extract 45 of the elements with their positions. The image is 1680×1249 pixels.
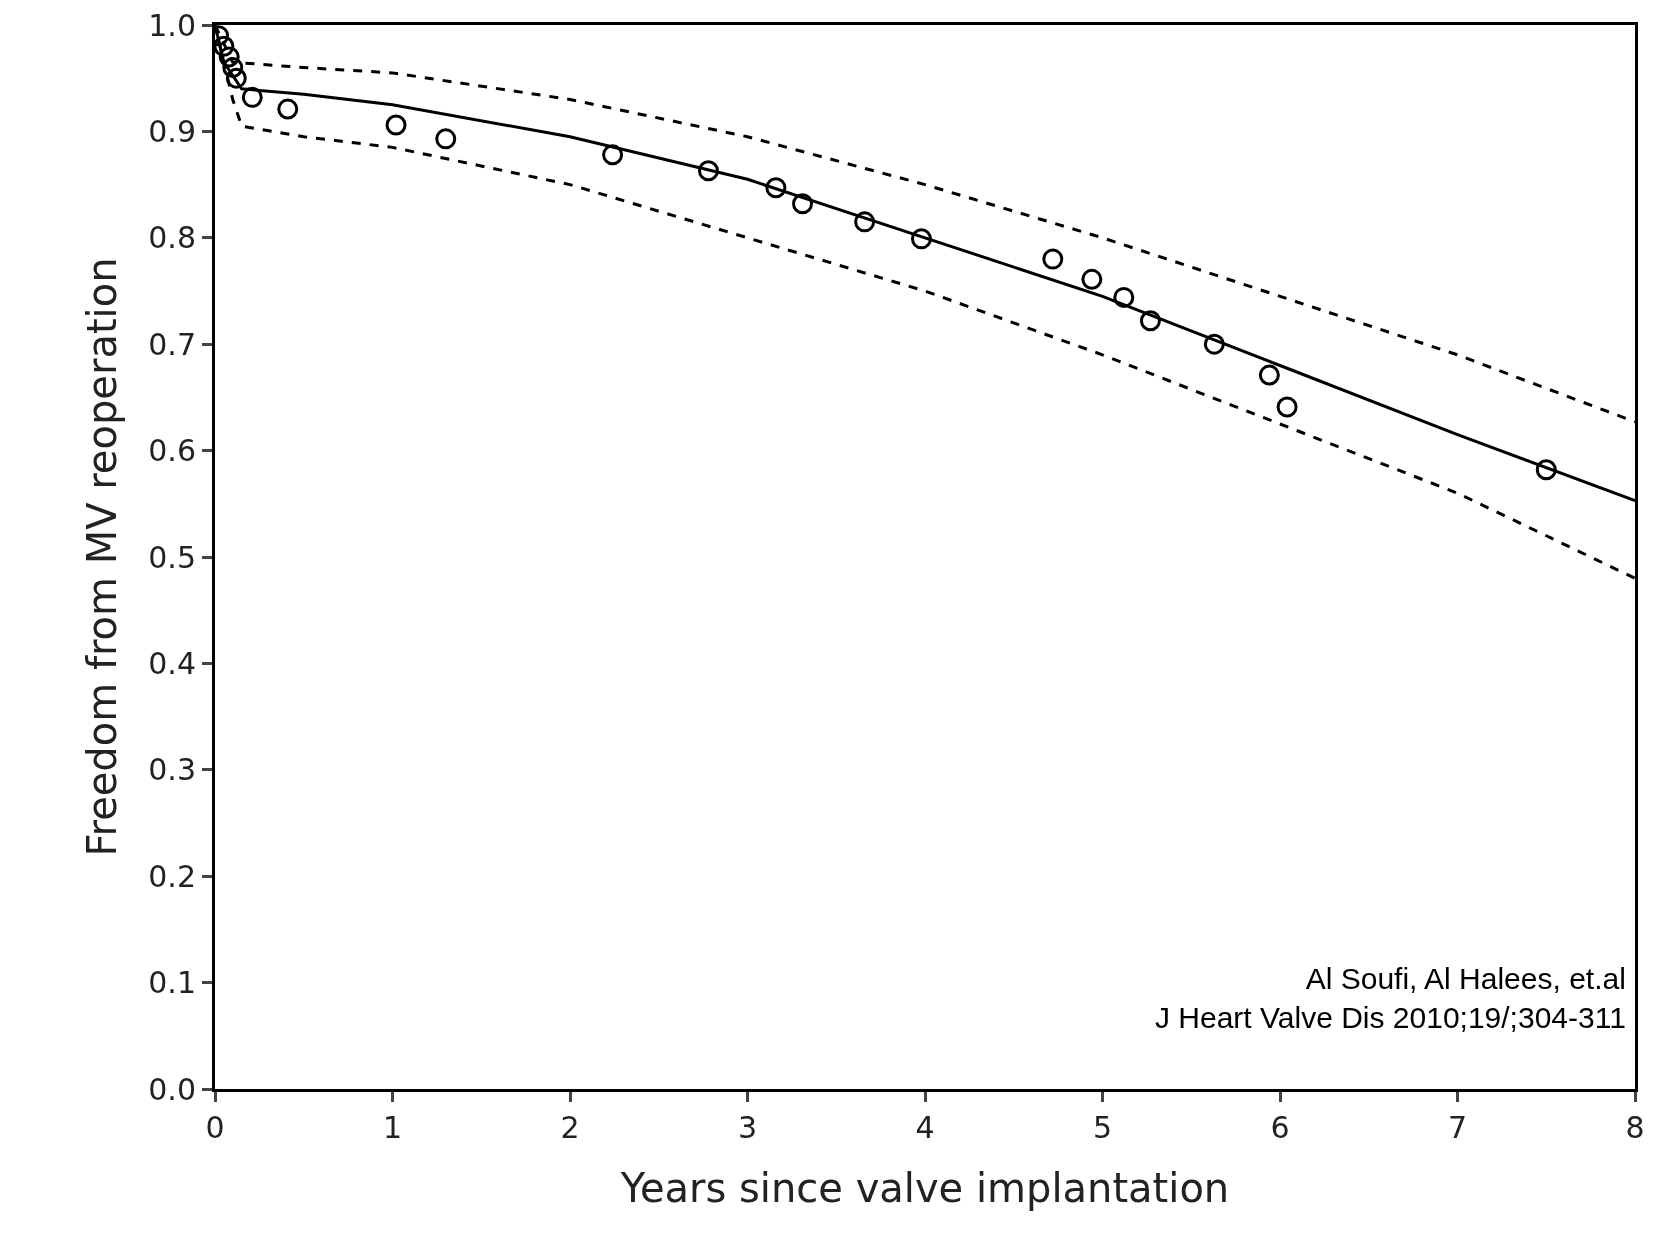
point — [1081, 268, 1103, 290]
x-tick-label: 3 — [737, 1110, 758, 1145]
y-tick-label: 0.2 — [148, 858, 196, 894]
y-tick-label: 0.7 — [148, 326, 196, 362]
point — [765, 177, 787, 199]
y-tick-label: 1.0 — [148, 7, 196, 43]
point — [602, 144, 624, 166]
annotation: Al Soufi, Al Halees, et.al J Heart Valve Dis 2010;19/;304-311 — [1155, 962, 1626, 1034]
point — [910, 228, 932, 250]
point — [1139, 310, 1161, 332]
point — [241, 86, 263, 108]
y-tick-label: 0.6 — [148, 433, 196, 469]
point — [218, 46, 240, 68]
x-tick-label: 8 — [1625, 1110, 1645, 1145]
point — [435, 128, 457, 150]
point — [1535, 459, 1557, 481]
point — [1258, 364, 1280, 386]
x-tick-label: 0 — [205, 1110, 225, 1145]
x-axis-title: Years since valve implantation — [619, 1164, 1230, 1211]
point — [1203, 333, 1225, 355]
x-tick-label: 6 — [1270, 1110, 1290, 1145]
point — [215, 35, 235, 57]
point — [1042, 248, 1064, 270]
x-tick-label: 7 — [1447, 1110, 1468, 1145]
y-axis-title: Freedom from MV reoperation — [78, 257, 125, 857]
x-tick-label: 1 — [382, 1110, 403, 1145]
point — [222, 57, 244, 79]
x-tick-label: 4 — [915, 1110, 935, 1145]
y-tick-label: 0.4 — [148, 645, 196, 681]
point — [697, 160, 719, 182]
point — [792, 193, 814, 215]
point — [1276, 396, 1298, 418]
x-tick-label: 2 — [560, 1110, 580, 1145]
point — [385, 114, 407, 136]
y-tick-label: 0.0 — [148, 1071, 196, 1107]
point — [277, 98, 299, 120]
y-tick-label: 0.5 — [148, 539, 196, 575]
y-tick-label: 0.8 — [148, 220, 196, 256]
y-tick-label: 0.9 — [148, 113, 196, 149]
point — [854, 211, 876, 233]
point — [1113, 286, 1135, 308]
x-tick-label: 5 — [1092, 1110, 1113, 1145]
y-tick-label: 0.1 — [148, 965, 196, 1001]
point — [225, 67, 247, 89]
y-tick-label: 0.3 — [148, 752, 196, 788]
